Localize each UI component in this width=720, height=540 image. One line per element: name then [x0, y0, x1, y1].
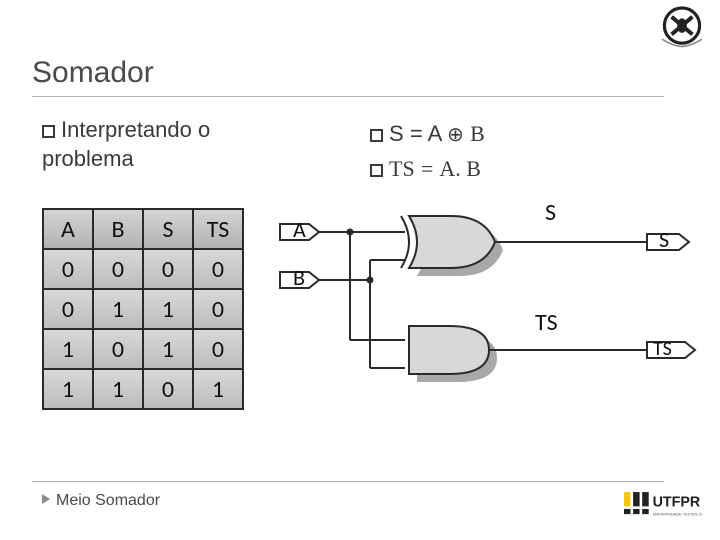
ts-lhs: TS — [389, 156, 415, 181]
input-label-A: A — [293, 216, 306, 243]
cell: 0 — [193, 329, 243, 369]
footer-label: Meio Somador — [56, 492, 160, 509]
th-B: B — [93, 209, 143, 249]
and-out-label: TS — [535, 308, 558, 337]
s-eq: = — [410, 121, 423, 146]
cell: 1 — [93, 369, 143, 409]
cell: 0 — [193, 289, 243, 329]
cell: 1 — [143, 329, 193, 369]
cell: 0 — [193, 249, 243, 289]
cell: 0 — [93, 329, 143, 369]
cell: 1 — [43, 369, 93, 409]
table-header-row: A B S TS — [43, 209, 243, 249]
input-A: A — [280, 216, 319, 243]
xor-out-label: S — [545, 198, 556, 227]
input-B: B — [280, 264, 319, 291]
cell: 1 — [143, 289, 193, 329]
right-bullets: S = A ⊕ B TS = A. B — [370, 116, 485, 186]
page-title: Somador — [32, 56, 664, 90]
s-A: A — [428, 121, 441, 146]
table-row: 0 1 1 0 — [43, 289, 243, 329]
utfpr-logo: UTFPR UNIVERSIDADE TECNOLÓGICA — [624, 488, 702, 526]
th-A: A — [43, 209, 93, 249]
left-bullet-line1: Interpretando o — [61, 117, 210, 142]
xor-gate — [401, 216, 503, 276]
bullet-square-icon — [370, 164, 383, 177]
cell: 0 — [93, 249, 143, 289]
output-label-TS: TS — [653, 337, 672, 361]
truth-table: A B S TS 0 0 0 0 0 1 1 0 1 0 1 0 1 1 0 1 — [42, 208, 244, 410]
ts-eq: = — [421, 156, 433, 181]
left-bullet-line2: problema — [42, 146, 134, 171]
table-row: 0 0 0 0 — [43, 249, 243, 289]
table-row: 1 0 1 0 — [43, 329, 243, 369]
th-TS: TS — [193, 209, 243, 249]
table-row: 1 1 0 1 — [43, 369, 243, 409]
cell: 1 — [43, 329, 93, 369]
output-TS: TS — [647, 337, 695, 361]
cell: 1 — [193, 369, 243, 409]
bullet-square-icon — [370, 129, 383, 142]
cell: 1 — [93, 289, 143, 329]
cell: 0 — [43, 249, 93, 289]
left-bullet: Interpretando o problema — [42, 116, 210, 173]
cell: 0 — [143, 369, 193, 409]
output-label-S: S — [659, 226, 669, 253]
th-S: S — [143, 209, 193, 249]
s-lhs: S — [389, 121, 404, 146]
output-S: S — [647, 226, 689, 253]
half-adder-circuit: A B S TS S TS — [275, 190, 705, 440]
cell: 0 — [143, 249, 193, 289]
cell: 0 — [43, 289, 93, 329]
and-gate — [409, 326, 497, 382]
top-logo — [654, 4, 710, 48]
xor-icon: ⊕ — [447, 124, 464, 146]
svg-text:UNIVERSIDADE TECNOLÓGICA: UNIVERSIDADE TECNOLÓGICA — [653, 511, 702, 516]
title-divider — [32, 96, 664, 97]
s-B: B — [470, 121, 485, 146]
svg-text:UTFPR: UTFPR — [653, 494, 701, 510]
input-label-B: B — [293, 264, 305, 291]
footer-divider — [32, 481, 664, 482]
footer-text: Meio Somador — [42, 492, 160, 510]
ts-rhs: A. B — [439, 156, 481, 181]
arrow-right-icon — [42, 494, 50, 504]
bullet-square-icon — [42, 125, 55, 138]
